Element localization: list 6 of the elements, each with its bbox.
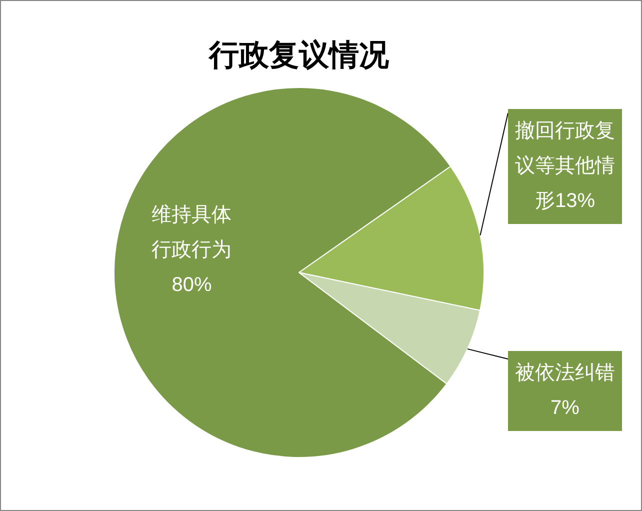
- slice-label: 撤回行政复议等其他情形13%: [515, 120, 615, 212]
- data-label: 80%: [172, 274, 212, 296]
- data-label: 7%: [550, 396, 580, 419]
- slice-label: 被依法纠错: [515, 362, 615, 384]
- slice-label: 维持具体行政行为: [152, 204, 232, 262]
- chart-title: 行政复议情况: [208, 38, 390, 72]
